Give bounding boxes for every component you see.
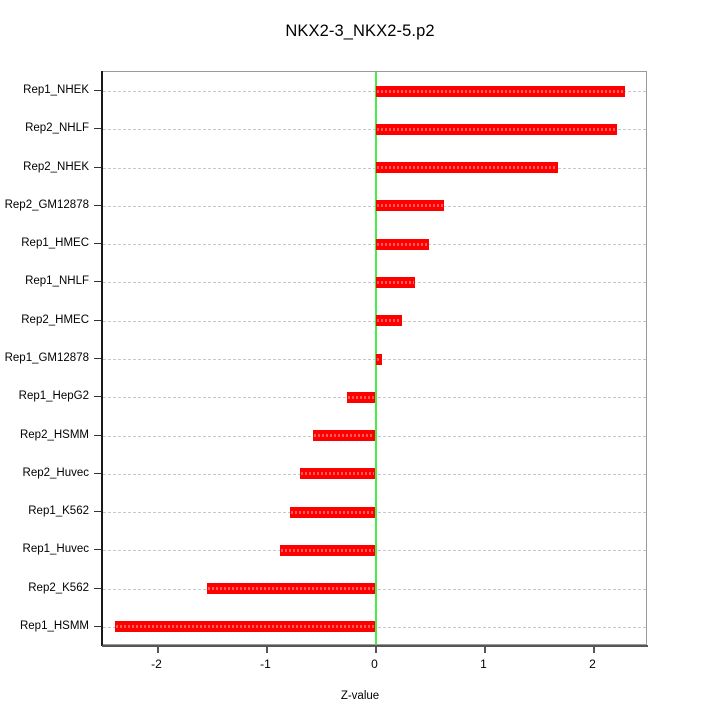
chart-title: NKX2-3_NKX2-5.p2 — [285, 22, 435, 40]
y-tick-mark — [94, 511, 101, 513]
plot-area — [102, 71, 647, 645]
x-tick-label: -1 — [260, 657, 271, 671]
y-tick-mark — [94, 434, 101, 436]
y-tick-mark — [94, 549, 101, 551]
bar — [206, 583, 376, 595]
bar — [375, 123, 618, 135]
y-tick-mark — [94, 281, 101, 283]
y-tick-mark — [94, 204, 101, 206]
bar — [375, 315, 402, 327]
y-tick-label: Rep2_K562 — [28, 581, 89, 594]
bar — [375, 85, 626, 97]
y-tick-label: Rep1_HSMM — [19, 619, 89, 632]
y-tick-label: Rep2_GM12878 — [4, 198, 89, 211]
x-tick-label: -2 — [151, 657, 162, 671]
bar — [375, 276, 415, 288]
bar — [300, 468, 376, 480]
y-tick-mark — [94, 128, 101, 130]
x-tick-label: 1 — [480, 657, 487, 671]
y-tick-label: Rep1_GM12878 — [4, 352, 89, 364]
y-tick-label: Rep1_Huvec — [22, 543, 89, 556]
y-tick-mark — [94, 396, 101, 398]
x-tick-mark — [156, 645, 159, 653]
y-tick-mark — [94, 358, 101, 359]
y-tick-label: Rep2_NHEK — [23, 160, 89, 173]
y-axis-line — [101, 71, 103, 646]
y-tick-label: Rep2_HMEC — [21, 313, 89, 326]
y-tick-mark — [94, 319, 101, 321]
y-tick-mark — [94, 472, 101, 474]
bar — [313, 430, 376, 442]
y-tick-mark — [94, 587, 101, 589]
y-tick-label: Rep1_HepG2 — [18, 390, 89, 403]
y-tick-label: Rep2_HSMM — [19, 428, 89, 441]
x-axis-title: Z-value — [340, 690, 380, 702]
y-tick-mark — [94, 90, 101, 92]
bar — [114, 621, 376, 633]
x-tick-mark — [374, 645, 377, 653]
x-tick-mark — [483, 645, 486, 653]
y-tick-mark — [94, 166, 101, 168]
bar — [290, 506, 376, 518]
y-tick-label: Rep1_K562 — [28, 505, 89, 518]
y-tick-label: Rep1_NHLF — [25, 275, 89, 288]
bar — [375, 162, 558, 174]
y-tick-label: Rep1_HMEC — [21, 237, 89, 250]
x-tick-mark — [592, 645, 595, 653]
y-tick-label: Rep1_NHEK — [23, 84, 89, 97]
x-tick-mark — [265, 645, 268, 653]
bar — [375, 353, 383, 365]
y-tick-label: Rep2_Huvec — [22, 466, 89, 479]
bar — [347, 391, 376, 403]
bar — [279, 544, 376, 556]
x-tick-label: 2 — [589, 657, 596, 671]
x-tick-label: 0 — [371, 657, 378, 671]
bar — [375, 200, 445, 212]
y-tick-label: Rep2_NHLF — [25, 122, 89, 135]
y-tick-mark — [94, 625, 101, 627]
plot-inner — [103, 72, 646, 644]
bar — [375, 238, 429, 250]
y-tick-mark — [94, 243, 101, 245]
